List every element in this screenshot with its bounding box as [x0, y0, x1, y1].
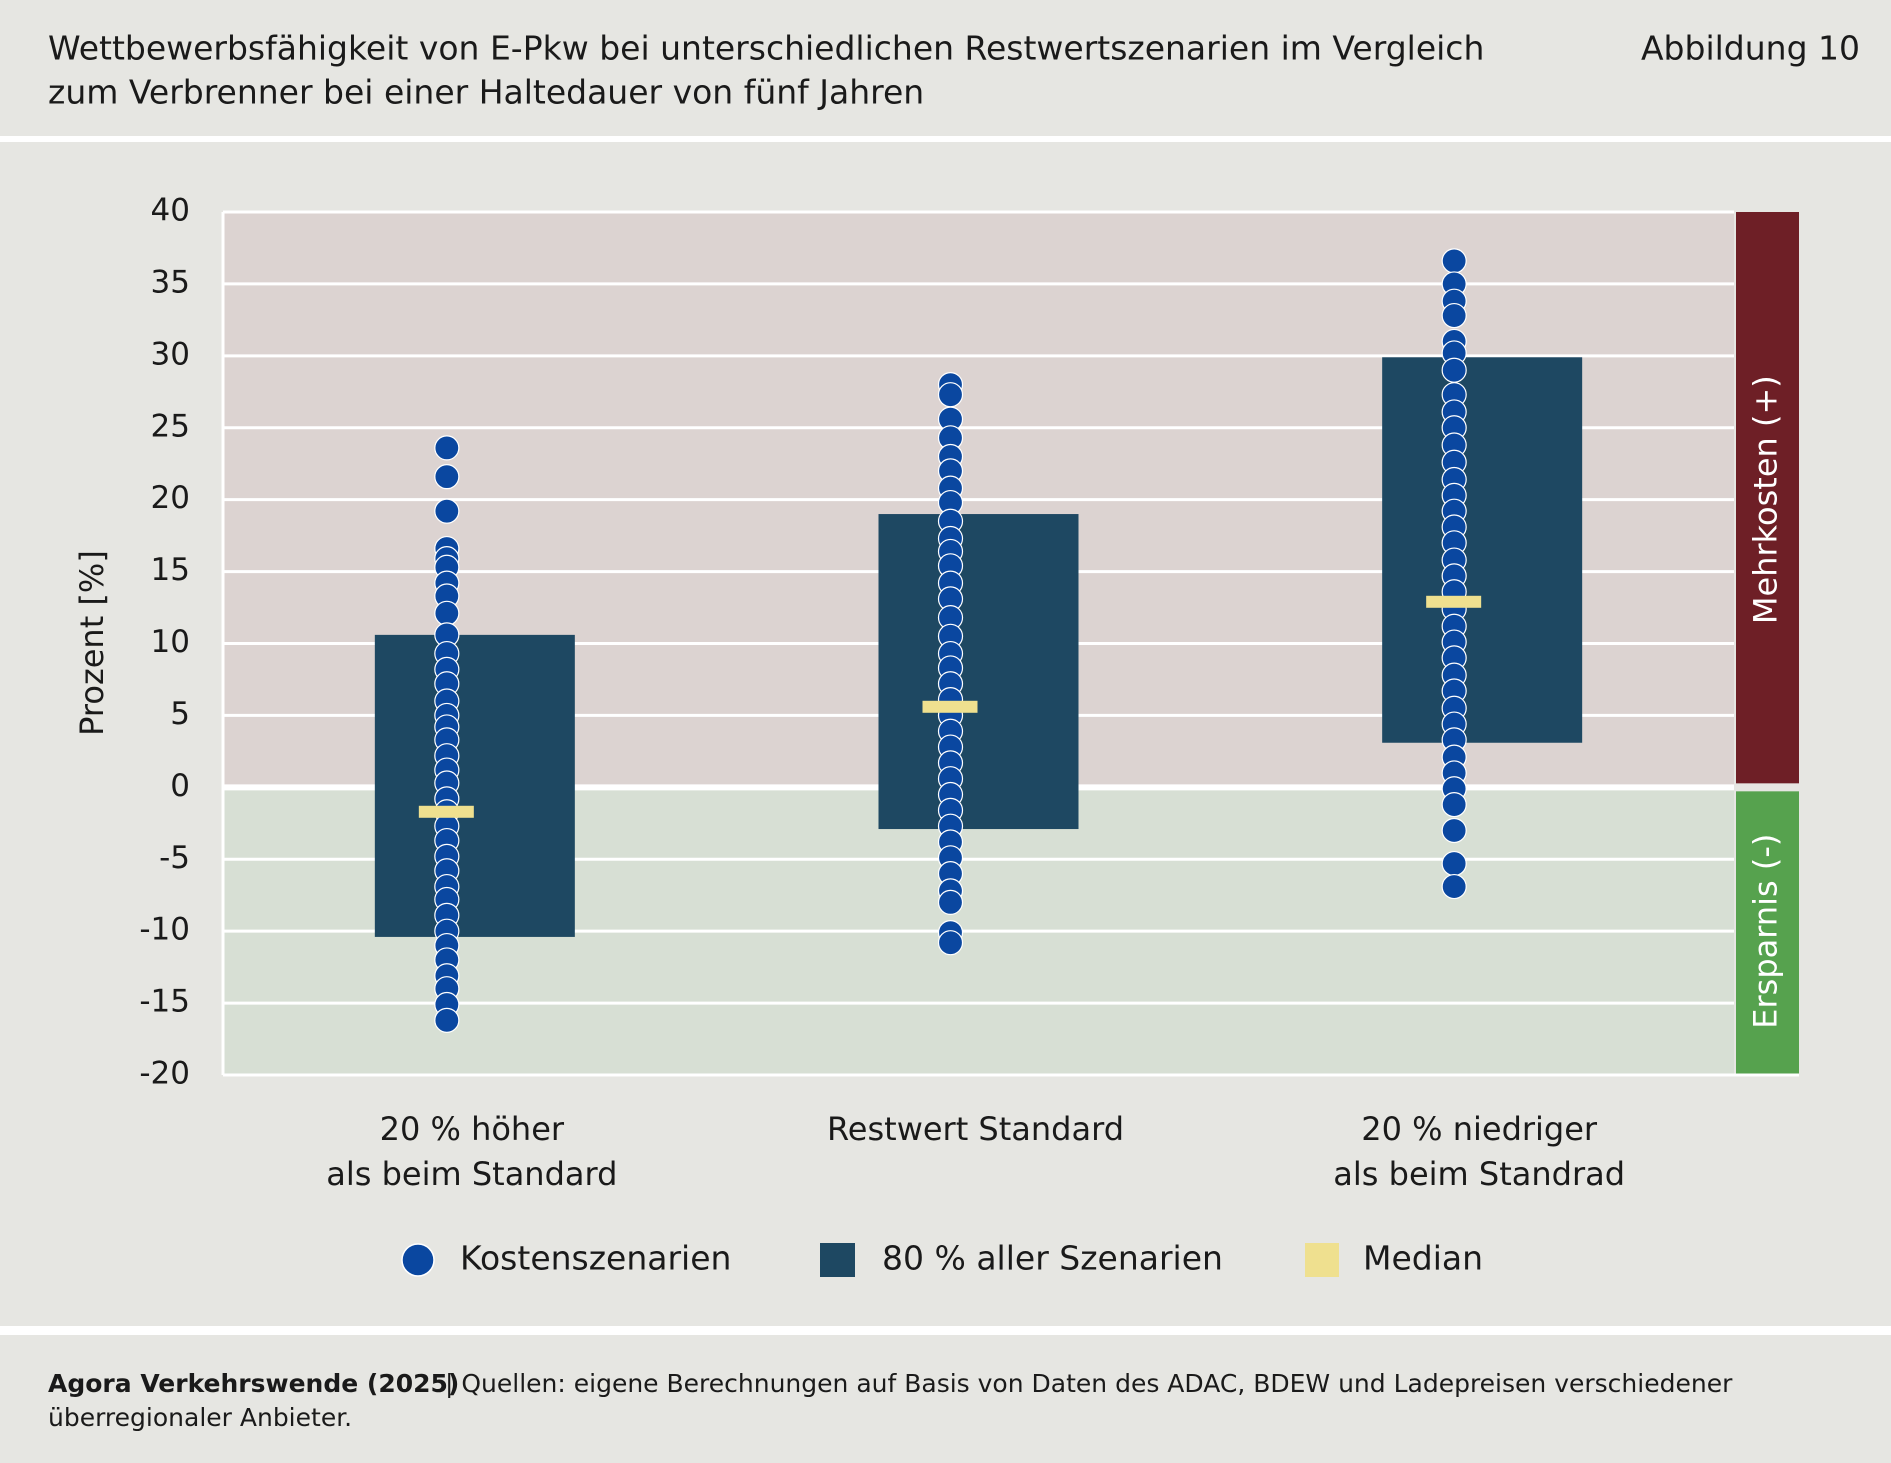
zone-strip: [1736, 212, 1799, 784]
footer-separator: [0, 1326, 1891, 1335]
source-text: überregionaler Anbieter.: [48, 1403, 352, 1432]
median-mark: [418, 805, 474, 818]
source-text: | Quellen: eigene Berechnungen auf Basis…: [445, 1369, 1733, 1398]
legend-symbol: [401, 1243, 435, 1277]
legend-symbol: [1305, 1243, 1339, 1277]
legend-symbol: [820, 1243, 855, 1277]
scenario-dot: [1441, 850, 1467, 877]
header-separator: [0, 136, 1891, 142]
range-bar: [1382, 357, 1583, 743]
figure-label: Abbildung 10: [1641, 29, 1860, 68]
zone-label: Ersparnis (-): [1747, 834, 1785, 1029]
legend-label: 80 % aller Szenarien: [882, 1239, 1223, 1278]
scenario-dot: [1441, 817, 1467, 844]
y-tick-label: 35: [151, 264, 190, 300]
scenario-dot: [1441, 791, 1467, 818]
x-tick-label: 20 % niedriger: [1361, 1110, 1598, 1148]
scenario-dot: [937, 382, 964, 408]
scenario-dot: [1441, 248, 1467, 274]
y-tick-label: 20: [151, 480, 190, 516]
range-bar: [374, 634, 575, 937]
scenario-dot: [937, 930, 964, 956]
source-bold: Agora Verkehrswende (2025): [48, 1369, 459, 1398]
legend-label: Median: [1363, 1239, 1483, 1278]
scenario-dot: [434, 1007, 460, 1033]
scenario-dot: [1441, 302, 1467, 329]
y-tick-label: 40: [151, 193, 190, 229]
y-tick-label: 15: [151, 552, 190, 588]
median-mark: [1426, 595, 1482, 608]
scenario-dot: [1441, 357, 1467, 383]
y-tick-label: 25: [151, 408, 190, 444]
median-mark: [922, 700, 978, 713]
x-tick-label: Restwert Standard: [827, 1110, 1124, 1148]
y-tick-label: -20: [139, 1056, 190, 1092]
y-tick-label: -10: [139, 912, 190, 948]
scenario-dot: [434, 464, 460, 490]
x-tick-label: als beim Standrad: [1333, 1155, 1625, 1193]
range-bar: [878, 514, 1079, 830]
chart-title: zum Verbrenner bei einer Haltedauer von …: [48, 73, 924, 112]
scenario-dot: [937, 889, 964, 916]
x-tick-label: als beim Standard: [326, 1155, 617, 1193]
x-tick-label: 20 % höher: [380, 1110, 565, 1148]
scenario-dot: [434, 600, 460, 626]
y-tick-label: 5: [170, 696, 190, 732]
y-tick-label: -5: [159, 840, 190, 876]
scenario-dot: [434, 498, 460, 524]
legend-label: Kostenszenarien: [460, 1239, 731, 1278]
zone-label: Mehrkosten (+): [1747, 375, 1785, 624]
zone-strip: [1736, 791, 1799, 1075]
scenario-dot: [434, 435, 460, 461]
chart-title: Wettbewerbsfähigkeit von E-Pkw bei unter…: [48, 29, 1484, 68]
y-tick-label: 10: [151, 624, 190, 660]
y-axis-label: Prozent [%]: [73, 550, 111, 736]
y-tick-label: -15: [139, 984, 190, 1020]
y-tick-label: 30: [151, 336, 190, 372]
y-tick-label: 0: [170, 768, 190, 804]
scenario-dot: [1441, 873, 1467, 900]
